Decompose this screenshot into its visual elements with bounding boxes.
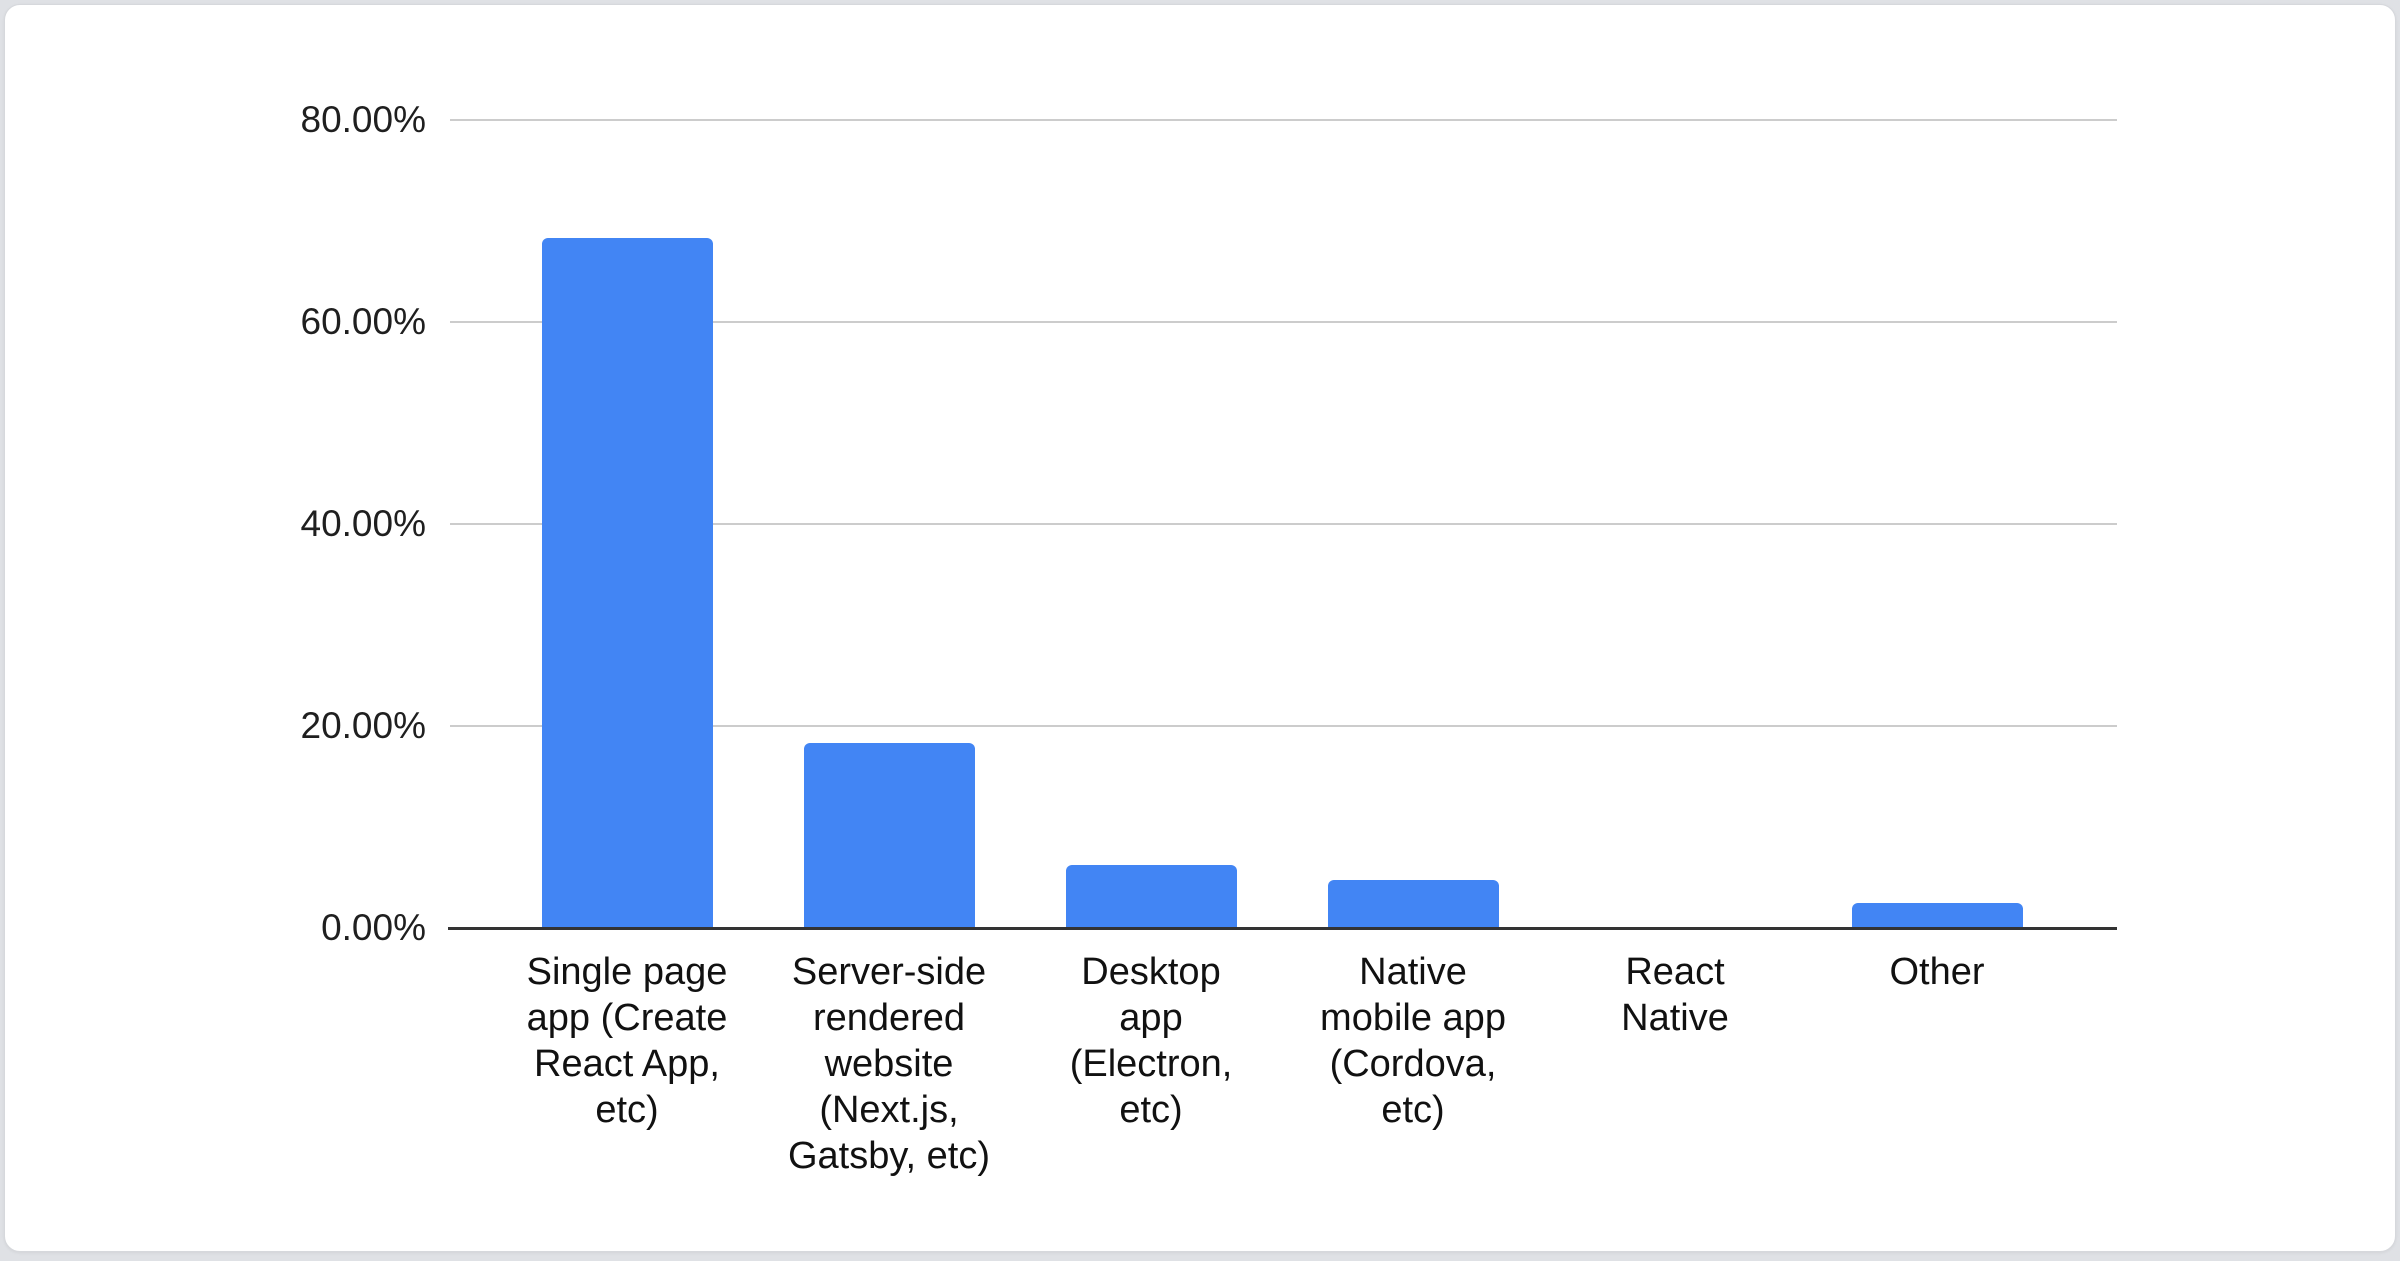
bar-1 [541, 238, 713, 928]
bar-2 [803, 743, 975, 928]
bar-3 [1065, 865, 1237, 928]
y-axis-tick-label: 0.00% [321, 907, 426, 948]
x-axis-category-label: Server-side rendered website (Next.js, G… [787, 951, 991, 1177]
x-axis-category-label: React Native [1621, 951, 1729, 1039]
x-axis-category-label: Other [1889, 951, 1985, 993]
bar-6 [1851, 903, 2023, 928]
gridline [450, 321, 2117, 323]
y-axis-tick-label: 20.00% [300, 705, 427, 746]
y-axis-tick-label: 60.00% [300, 301, 427, 342]
x-axis-category-label: Single page app (Create React App, etc) [526, 951, 728, 1131]
x-axis-category-label: Native mobile app (Cordova, etc) [1320, 951, 1506, 1131]
gridline [450, 119, 2117, 121]
y-axis-tick-label: 80.00% [300, 99, 427, 140]
x-axis-category-label: Desktop app (Electron, etc) [1069, 951, 1233, 1131]
bar-4 [1327, 880, 1499, 928]
chart-card: 80.00% 60.00% 40.00% 20.00% 0.00% Single page… [4, 4, 2396, 1252]
y-axis-tick-label: 40.00% [300, 503, 427, 544]
x-axis-line [448, 927, 2117, 930]
gridline [450, 725, 2117, 727]
bar-chart: 80.00% 60.00% 40.00% 20.00% 0.00% Single page… [5, 5, 2400, 1261]
gridline [450, 523, 2117, 525]
